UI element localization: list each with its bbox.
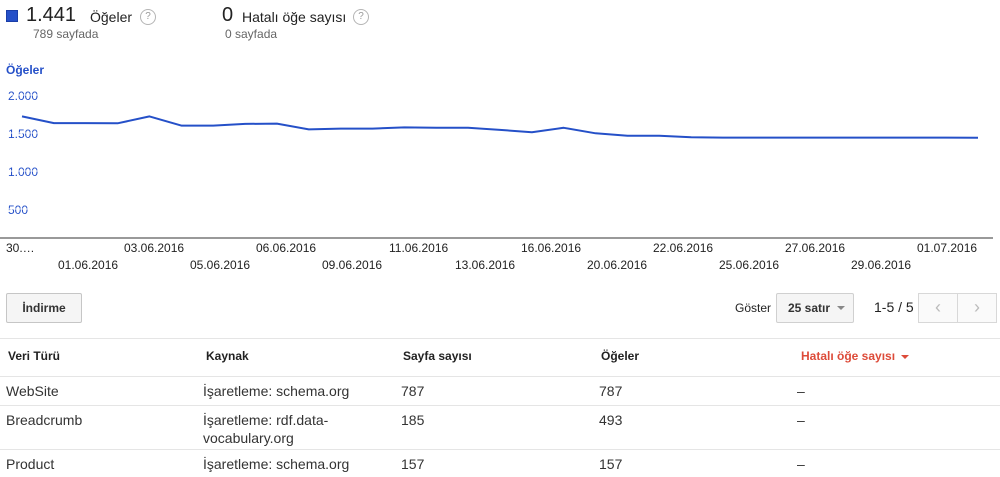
x-tick-label: 05.06.2016 [190, 258, 251, 272]
x-tick-label: 25.06.2016 [719, 258, 780, 272]
y-tick-label: 500 [8, 203, 29, 217]
errors-help-icon[interactable]: ? [353, 9, 369, 25]
items-pages: 789 sayfada [33, 27, 99, 41]
cell-errors: – [797, 383, 805, 399]
cell-source: İşaretleme: schema.org [203, 456, 350, 472]
show-rows-label: Göster [735, 301, 772, 315]
x-tick-label: 06.06.2016 [256, 241, 317, 255]
items-count: 1.441 [26, 4, 77, 26]
column-header-errors-label: Hatalı öğe sayısı [801, 349, 896, 363]
column-header-errors[interactable]: Hatalı öğe sayısı [801, 349, 910, 363]
cell-pages: 185 [401, 412, 425, 428]
cell-items: 787 [599, 383, 623, 399]
table-row-divider [0, 449, 1000, 450]
cell-type[interactable]: WebSite [6, 383, 59, 399]
x-tick-label: 22.06.2016 [653, 241, 714, 255]
cell-type[interactable]: Breadcrumb [6, 412, 83, 428]
cell-source: İşaretleme: rdf.data-vocabulary.org [203, 412, 329, 446]
table-header-divider [0, 376, 1000, 377]
x-tick-label: 11.06.2016 [389, 241, 449, 255]
prev-page-button[interactable]: ‹ [918, 293, 958, 323]
y-tick-label: 1.000 [8, 165, 39, 179]
column-header-source[interactable]: Kaynak [206, 349, 249, 363]
y-tick-label: 2.000 [8, 89, 39, 103]
errors-count: 0 [222, 4, 234, 26]
line-chart [0, 115, 993, 239]
errors-label: Hatalı öğe sayısı [242, 9, 347, 25]
chevron-down-icon [837, 306, 845, 310]
errors-pages: 0 sayfada [225, 27, 278, 41]
cell-items: 493 [599, 412, 623, 428]
next-page-button[interactable]: › [957, 293, 997, 323]
table-row-divider [0, 405, 1000, 406]
column-header-type[interactable]: Veri Türü [8, 349, 61, 363]
table-top-divider [0, 338, 1000, 339]
rows-per-page-select[interactable]: 25 satır [776, 293, 854, 323]
chevron-right-icon: › [974, 297, 980, 317]
cell-errors: – [797, 456, 805, 472]
x-tick-label: 01.07.2016 [917, 241, 978, 255]
cell-pages: 157 [401, 456, 425, 472]
x-tick-label: 03.06.2016 [124, 241, 185, 255]
items-label: Öğeler [90, 9, 133, 25]
cell-source: İşaretleme: schema.org [203, 383, 350, 399]
cell-pages: 787 [401, 383, 425, 399]
cell-type[interactable]: Product [6, 456, 55, 472]
x-tick-label: 16.06.2016 [521, 241, 582, 255]
x-tick-label: 30.… [6, 241, 35, 255]
chart-series-label: Öğeler [6, 63, 45, 77]
items-help-icon[interactable]: ? [140, 9, 156, 25]
y-tick-label: 1.500 [8, 127, 39, 141]
x-tick-label: 13.06.2016 [455, 258, 516, 272]
pagination-range: 1-5 / 5 [874, 299, 914, 315]
chevron-left-icon: ‹ [935, 297, 941, 317]
x-tick-label: 09.06.2016 [322, 258, 383, 272]
x-tick-label: 20.06.2016 [587, 258, 648, 272]
sort-desc-icon [901, 354, 910, 359]
x-tick-label: 27.06.2016 [785, 241, 846, 255]
x-tick-label: 29.06.2016 [851, 258, 912, 272]
series-color-swatch [6, 10, 18, 22]
column-header-items[interactable]: Öğeler [601, 349, 640, 363]
series-line-items [21, 115, 979, 139]
column-header-pages[interactable]: Sayfa sayısı [403, 349, 472, 363]
download-button[interactable]: İndirme [6, 293, 82, 323]
cell-items: 157 [599, 456, 623, 472]
cell-errors: – [797, 412, 805, 428]
x-tick-label: 01.06.2016 [58, 258, 119, 272]
rows-per-page-value: 25 satır [788, 301, 831, 315]
